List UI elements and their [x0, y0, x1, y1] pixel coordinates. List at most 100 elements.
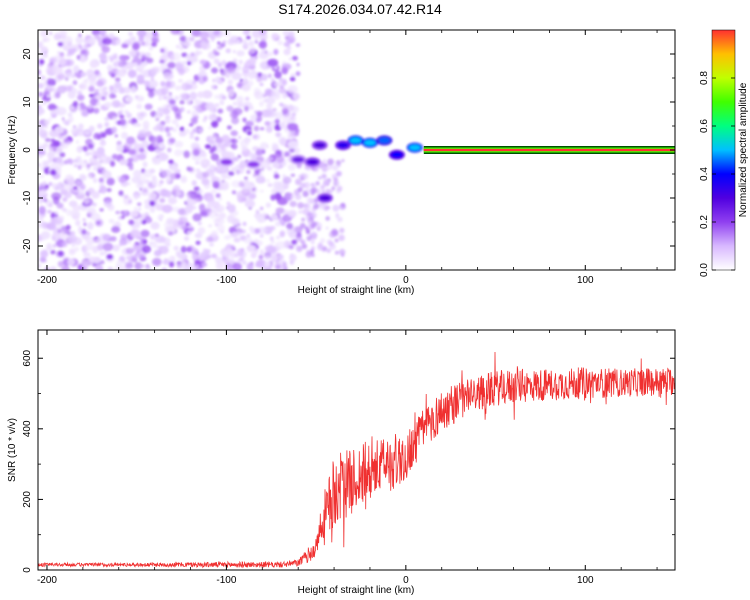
heatmap-speckle: [62, 120, 68, 124]
heatmap-speckle: [132, 243, 139, 251]
heatmap-speckle: [194, 136, 200, 141]
heatmap-speckle: [107, 65, 114, 72]
heatmap-speckle: [310, 249, 315, 254]
heatmap-speckle: [149, 233, 157, 240]
heatmap-speckle: [88, 151, 93, 155]
heatmap-speckle: [112, 244, 120, 252]
heatmap-speckle: [263, 261, 271, 268]
heatmap-speckle: [271, 78, 275, 83]
heatmap-speckle: [304, 203, 311, 210]
heatmap-speckle: [38, 82, 44, 89]
heatmap-speckle: [141, 58, 145, 63]
heatmap-speckle: [265, 109, 277, 118]
heatmap-speckle: [130, 229, 141, 238]
heatmap-speckle: [211, 253, 217, 259]
heatmap-speckle: [183, 211, 187, 216]
heatmap-speckle: [47, 151, 55, 160]
heatmap-speckle: [115, 39, 121, 46]
heatmap-speckle: [111, 100, 121, 108]
heatmap-feature: [347, 135, 364, 146]
heatmap-speckle: [294, 147, 300, 155]
x-tick-label: 0: [403, 275, 409, 286]
heatmap-speckle: [287, 163, 296, 171]
heatmap-speckle: [62, 207, 67, 213]
heatmap-speckle: [279, 123, 284, 127]
heatmap-speckle: [224, 235, 231, 240]
heatmap-speckle: [279, 137, 287, 146]
heatmap-speckle: [219, 100, 225, 106]
heatmap-speckle: [266, 179, 270, 183]
heatmap-speckle: [109, 85, 114, 91]
heatmap-speckle: [221, 134, 230, 143]
heatmap-speckle: [232, 101, 238, 106]
heatmap-speckle: [231, 180, 241, 188]
heatmap-speckle: [277, 40, 284, 46]
heatmap-speckle: [57, 229, 62, 234]
heatmap-speckle: [78, 226, 83, 231]
heatmap-speckle: [144, 212, 149, 217]
heatmap-speckle: [322, 180, 330, 187]
heatmap-speckle: [131, 176, 141, 184]
heatmap-speckle: [242, 30, 250, 36]
heatmap-speckle: [126, 162, 134, 168]
snr-axes: -200 -100 0 100 0 200 400 600: [22, 330, 675, 586]
heatmap-speckle: [168, 261, 175, 268]
heatmap-speckle: [66, 158, 73, 163]
heatmap-speckle: [38, 263, 42, 269]
heatmap-speckle: [65, 174, 74, 183]
heatmap-speckle: [96, 80, 104, 87]
heatmap-speckle: [243, 236, 253, 244]
heatmap-speckle: [227, 38, 236, 46]
heatmap-speckle: [274, 241, 287, 250]
heatmap-speckle: [338, 248, 346, 256]
heatmap-speckle: [95, 264, 104, 270]
heatmap-speckle: [211, 230, 218, 238]
heatmap-speckle: [38, 206, 46, 215]
heatmap-speckle: [265, 256, 270, 261]
heatmap-speckle: [201, 152, 207, 158]
heatmap-speckle: [244, 199, 256, 208]
heatmap-speckle: [38, 107, 45, 115]
heatmap-speckle: [56, 182, 65, 191]
snr-frame: [37, 329, 676, 571]
heatmap-speckle: [95, 94, 102, 101]
heatmap-speckle: [179, 216, 188, 225]
heatmap-speckle: [101, 37, 113, 45]
heatmap-speckle: [211, 67, 219, 74]
heatmap-speckle: [91, 191, 100, 199]
colorbar-tick-label: 0.6: [699, 119, 710, 133]
heatmap-speckle: [273, 182, 282, 190]
heatmap-speckle: [186, 246, 193, 253]
colorbar-frame: [711, 29, 736, 271]
heatmap-speckle: [212, 78, 216, 83]
heatmap-speckle: [285, 193, 293, 201]
heatmap-speckle: [298, 209, 303, 214]
heatmap-speckle: [39, 174, 45, 179]
heatmap-speckle: [249, 184, 255, 189]
heatmap-speckle: [245, 96, 250, 101]
heatmap-speckle: [271, 32, 279, 40]
heatmap-speckle: [42, 181, 47, 186]
heatmap-speckle: [38, 200, 43, 205]
heatmap-speckle: [134, 261, 143, 270]
heatmap-speckle: [249, 51, 253, 55]
heatmap-speckle: [170, 255, 176, 260]
heatmap-speckle: [94, 88, 100, 94]
heatmap-speckle: [334, 250, 339, 255]
heatmap-speckle: [222, 40, 227, 44]
heatmap-speckle: [202, 75, 208, 82]
heatmap-speckle: [325, 226, 329, 230]
heatmap-speckle: [84, 130, 91, 135]
heatmap-speckle: [136, 112, 141, 117]
heatmap-speckle: [302, 173, 309, 180]
heatmap-speckle: [197, 227, 206, 235]
heatmap-speckle: [44, 137, 51, 143]
heatmap-speckle: [187, 230, 192, 235]
heatmap-speckle: [151, 241, 158, 249]
heatmap-speckle: [246, 262, 254, 270]
heatmap-speckle: [243, 42, 249, 47]
heatmap-speckle: [265, 144, 269, 149]
heatmap-speckle: [89, 157, 97, 165]
heatmap-speckle: [273, 48, 279, 56]
heatmap-speckle: [76, 145, 83, 153]
